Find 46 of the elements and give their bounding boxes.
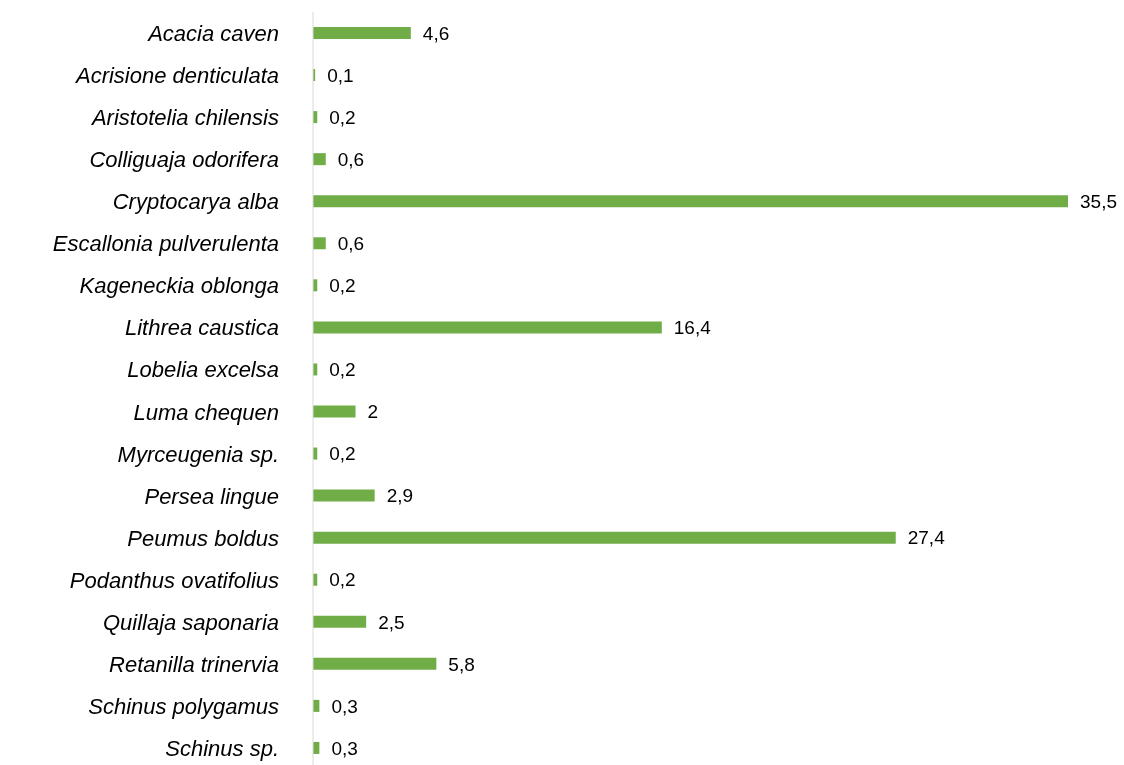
data-label: 2,9 xyxy=(386,485,414,507)
data-label: 0,2 xyxy=(329,106,356,128)
data-label: 5,8 xyxy=(448,653,475,675)
y-tick-label: Podanthus ovatifolius xyxy=(69,567,279,593)
bar xyxy=(313,615,367,628)
y-tick-label: Acrisione denticulata xyxy=(73,63,279,89)
bar xyxy=(313,153,326,166)
y-tick-label: Acacia caven xyxy=(146,21,279,47)
bar xyxy=(313,489,375,502)
y-tick-label: Retanilla trinervia xyxy=(109,651,279,677)
bar xyxy=(313,405,356,418)
y-tick-label: Lobelia excelsa xyxy=(127,357,279,383)
y-tick-label: Quillaja saponaria xyxy=(102,609,279,635)
data-label: 0,3 xyxy=(331,737,358,759)
y-tick-label: Luma chequen xyxy=(133,399,279,425)
data-label: 0,1 xyxy=(327,64,354,86)
data-label: 0,2 xyxy=(329,275,356,297)
data-label: 2,5 xyxy=(378,611,405,633)
y-tick-label: Schinus sp. xyxy=(165,735,279,761)
data-label: 0,3 xyxy=(331,695,358,717)
data-label: 0,2 xyxy=(329,443,356,465)
bar xyxy=(313,531,896,544)
y-tick-label: Myrceugenia sp. xyxy=(117,441,279,467)
y-tick-label: Escallonia pulverulenta xyxy=(52,231,279,257)
data-label: 0,2 xyxy=(329,569,356,591)
data-label: 35,5 xyxy=(1080,190,1117,212)
bar xyxy=(313,195,1068,208)
bar xyxy=(313,321,662,334)
data-label: 16,4 xyxy=(673,317,712,339)
data-label: 0,6 xyxy=(337,148,365,170)
bar xyxy=(313,237,326,250)
y-tick-label: Persea lingue xyxy=(144,483,279,509)
y-tick-label: Colliguaja odorifera xyxy=(89,147,279,173)
bar xyxy=(313,657,437,670)
bar xyxy=(313,27,411,39)
y-tick-label: Kageneckia oblonga xyxy=(79,273,279,299)
y-tick-label: Peumus boldus xyxy=(127,525,279,551)
y-tick-label: Lithrea caustica xyxy=(124,315,279,341)
y-tick-label: Aristotelia chilensis xyxy=(89,105,279,131)
y-tick-label: Schinus polygamus xyxy=(88,693,279,719)
data-label: 0,2 xyxy=(329,359,356,381)
data-label: 4,6 xyxy=(422,22,450,44)
data-label: 27,4 xyxy=(907,527,946,549)
data-label: 2 xyxy=(367,401,379,423)
data-label: 0,6 xyxy=(337,233,365,255)
y-tick-label: Cryptocarya alba xyxy=(112,189,279,215)
